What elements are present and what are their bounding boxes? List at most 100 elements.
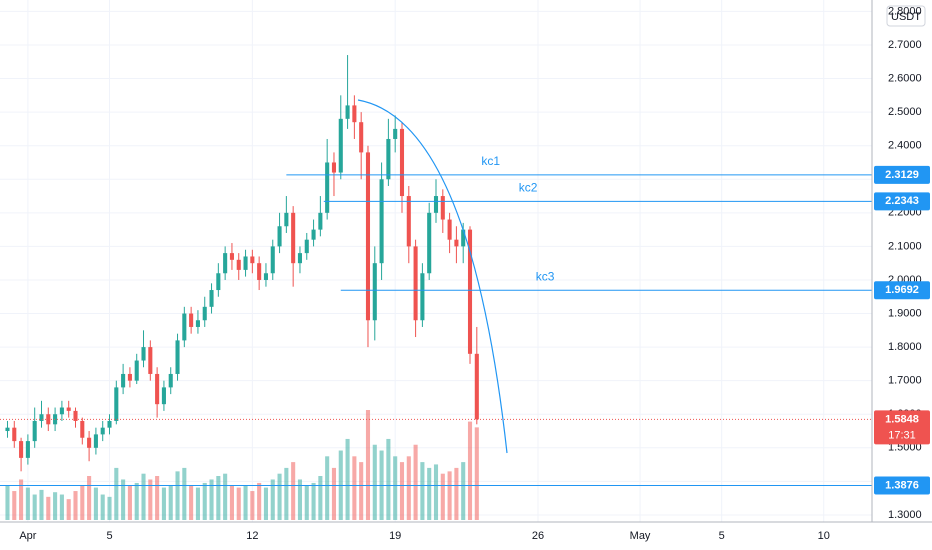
candle-body (236, 259, 241, 270)
currency[interactable]: USDT (891, 11, 921, 23)
volume-bar (12, 491, 17, 520)
candle-body (440, 196, 445, 220)
candle-body (243, 256, 248, 270)
candle-body (291, 212, 296, 264)
volume-bar (304, 485, 309, 520)
candle-body (66, 407, 71, 411)
volume-bar (175, 471, 180, 520)
candle-body (161, 387, 166, 405)
candle-body (304, 239, 309, 254)
candle-body (399, 128, 405, 197)
level-badge (874, 165, 930, 184)
candle-body (454, 239, 459, 247)
volume-bar (359, 462, 364, 520)
candle-body (107, 420, 112, 428)
volume-bar (32, 494, 37, 520)
volume-bar (66, 499, 71, 520)
level-name: kc1 (481, 154, 500, 168)
candle-body (257, 263, 262, 280)
candle-body (223, 253, 228, 274)
candle-body (372, 263, 377, 321)
x-tick-label: Apr (19, 530, 36, 542)
candle-body (209, 290, 214, 307)
volume-bar (59, 494, 64, 520)
x-tick-label: 5 (719, 530, 725, 542)
volume-bar (365, 410, 371, 520)
volume-bar (284, 467, 289, 520)
candle-body (25, 441, 30, 458)
candle-body (141, 347, 146, 361)
volume-bar (73, 491, 78, 520)
volume-bar (141, 473, 146, 520)
volume-bar (454, 467, 459, 520)
axis-layer: 1.30001.40001.50001.60001.70001.80001.90… (19, 5, 930, 542)
price-axis (872, 0, 932, 550)
volume-bar (467, 421, 473, 520)
volume-bar (291, 462, 296, 520)
x-tick-label: 26 (532, 530, 544, 542)
candle-body (121, 373, 126, 388)
level-layer: kc1 kc2 kc3 (0, 154, 872, 487)
candle-body (229, 253, 234, 260)
volume-bar (352, 456, 357, 520)
volume-bar (80, 485, 85, 520)
volume-bar (433, 464, 439, 520)
candle-body (155, 373, 160, 405)
level-value: 2.3129 (885, 169, 919, 181)
candle-body (32, 420, 37, 442)
candle-body (270, 246, 275, 274)
candle-body (114, 387, 119, 421)
volume-bar (93, 487, 98, 520)
level-value: 1.9692 (885, 284, 919, 296)
candle-body (359, 122, 364, 153)
volume-bar (216, 476, 221, 520)
volume-bar (427, 467, 432, 520)
y-tick-label: 2.6000 (888, 72, 922, 84)
candle-body (127, 373, 132, 381)
volume-bar (127, 485, 132, 520)
candle-body (59, 407, 64, 415)
x-tick-label: 5 (106, 530, 112, 542)
volume-bar (440, 473, 445, 520)
candle-body (134, 360, 139, 381)
volume-bar (100, 494, 105, 520)
candle-body (87, 437, 92, 448)
candle-body (365, 152, 371, 321)
volume-bar (19, 479, 24, 520)
candle-body (433, 196, 439, 213)
volume-bar (474, 427, 479, 520)
level-value: 1.3876 (885, 479, 919, 491)
candle-body (331, 162, 337, 173)
candle-body (467, 229, 473, 354)
x-tick-label: 10 (818, 530, 830, 542)
volume-bar (182, 467, 187, 520)
y-tick-label: 2.7000 (888, 39, 922, 51)
volume-bar (46, 496, 51, 520)
currency-box[interactable] (886, 5, 926, 27)
volume-bar (155, 476, 160, 520)
candle-body (93, 434, 98, 448)
volume-bar (229, 485, 234, 520)
volume-bar (87, 476, 92, 520)
candle-body (345, 105, 350, 119)
candle-body (461, 229, 466, 247)
candle-body (406, 196, 411, 247)
candle-body (73, 410, 78, 421)
candle-body (148, 347, 153, 374)
volume-bar (243, 485, 248, 520)
candle-body (263, 273, 268, 280)
candle-body (195, 320, 200, 327)
y-tick-label: 1.8000 (888, 341, 922, 353)
volume-bar (53, 492, 58, 520)
volume-bar (318, 476, 323, 520)
volume-bar (236, 487, 241, 520)
candle-body (39, 414, 44, 421)
volume-bar (223, 473, 228, 520)
last-price-badge (874, 410, 930, 445)
volume-bar (372, 444, 377, 520)
level-badge (874, 476, 930, 495)
volume-bar (134, 482, 139, 520)
